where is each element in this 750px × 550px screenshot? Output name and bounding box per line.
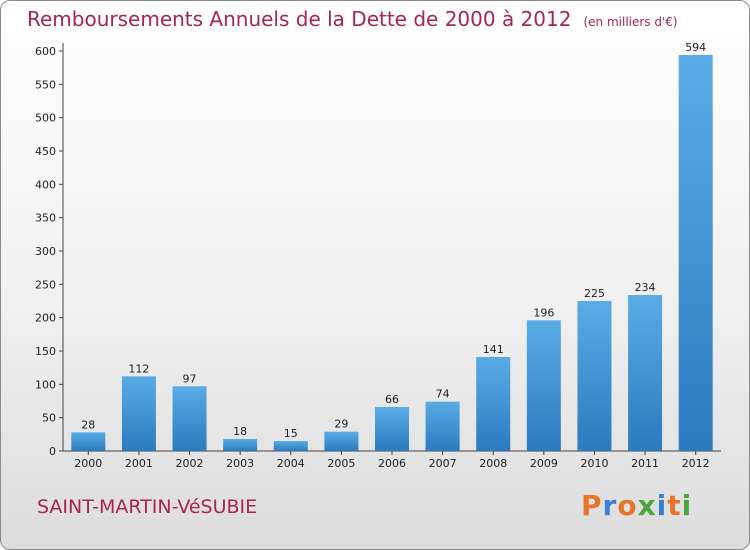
x-tick-label: 2000 — [74, 457, 102, 470]
bar-2004 — [273, 441, 308, 451]
bar-value-label: 74 — [436, 388, 450, 401]
logo-letter: r — [602, 489, 618, 522]
logo-letter: o — [617, 489, 638, 522]
y-tick-label: 550 — [35, 78, 56, 91]
bar-2007 — [425, 401, 460, 451]
y-tick-label: 450 — [35, 145, 56, 158]
x-tick-label: 2001 — [125, 457, 153, 470]
bar-2011 — [628, 295, 663, 451]
x-tick-label: 2009 — [530, 457, 558, 470]
x-tick-label: 2007 — [429, 457, 457, 470]
bar-2005 — [324, 431, 359, 451]
bar-2003 — [223, 439, 258, 451]
x-tick-label: 2011 — [631, 457, 659, 470]
y-tick-label: 500 — [35, 112, 56, 125]
chart-subtitle: (en milliers d'€) — [583, 15, 678, 29]
bar-value-label: 28 — [81, 418, 95, 431]
bar-value-label: 97 — [183, 372, 197, 385]
bar-value-label: 112 — [128, 362, 149, 375]
x-tick-label: 2008 — [479, 457, 507, 470]
y-tick-label: 250 — [35, 278, 56, 291]
bar-2002 — [172, 386, 207, 451]
y-tick-label: 50 — [42, 412, 56, 425]
x-tick-label: 2010 — [580, 457, 608, 470]
logo-letter: x — [637, 489, 657, 522]
x-tick-label: 2002 — [176, 457, 204, 470]
logo-letter: P — [581, 489, 603, 522]
x-tick-label: 2006 — [378, 457, 406, 470]
bar-2012 — [678, 55, 713, 451]
x-tick-label: 2012 — [682, 457, 710, 470]
bar-2008 — [476, 357, 511, 451]
bar-value-label: 594 — [685, 41, 706, 54]
y-tick-label: 150 — [35, 345, 56, 358]
x-tick-label: 2005 — [327, 457, 355, 470]
bar-value-label: 29 — [334, 418, 348, 431]
x-tick-label: 2004 — [277, 457, 305, 470]
bar-2010 — [577, 301, 612, 451]
logo-letter: t — [667, 489, 682, 522]
proxiti-logo: Proxiti — [581, 489, 692, 522]
y-tick-label: 350 — [35, 212, 56, 225]
bar-value-label: 234 — [635, 281, 656, 294]
commune-name: SAINT-MARTIN-VéSUBIE — [37, 496, 258, 518]
chart-title-text: Remboursements Annuels de la Dette de 20… — [27, 7, 572, 31]
bar-2000 — [71, 432, 106, 451]
bar-value-label: 18 — [233, 425, 247, 438]
y-tick-label: 400 — [35, 178, 56, 191]
y-tick-label: 0 — [49, 445, 56, 458]
bar-value-label: 225 — [584, 287, 605, 300]
logo-letter: i — [656, 489, 668, 522]
bar-value-label: 141 — [483, 343, 504, 356]
y-tick-label: 200 — [35, 312, 56, 325]
bar-value-label: 196 — [533, 306, 554, 319]
y-tick-label: 300 — [35, 245, 56, 258]
bar-2006 — [375, 407, 409, 451]
bar-2001 — [121, 376, 156, 451]
chart-title: Remboursements Annuels de la Dette de 20… — [27, 7, 678, 31]
x-tick-label: 2003 — [226, 457, 254, 470]
logo-letter: i — [681, 489, 693, 522]
y-tick-label: 100 — [35, 378, 56, 391]
y-tick-label: 600 — [35, 45, 56, 58]
bar-value-label: 15 — [284, 427, 298, 440]
bar-2009 — [526, 320, 561, 451]
bar-value-label: 66 — [385, 393, 399, 406]
